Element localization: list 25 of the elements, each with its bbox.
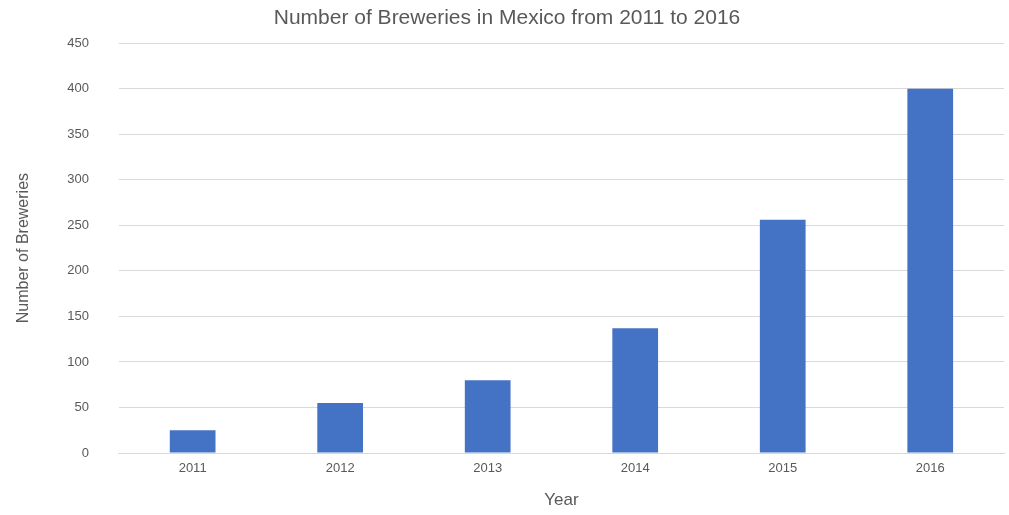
bar	[169, 430, 216, 453]
x-tick-label: 2012	[325, 460, 355, 476]
bar	[317, 402, 364, 453]
x-axis-title: Year	[544, 490, 579, 510]
y-tick-label: 400	[67, 80, 89, 96]
bar	[612, 328, 659, 453]
x-tick-label: 2011	[178, 460, 207, 476]
y-tick-label: 150	[67, 307, 89, 323]
y-tick-label: 100	[67, 353, 89, 369]
bar	[464, 380, 511, 453]
y-tick-label: 50	[74, 399, 89, 415]
y-tick-label: 450	[67, 34, 89, 50]
y-tick-label: 0	[81, 444, 89, 460]
x-tick-label: 2014	[620, 460, 650, 476]
x-tick-label: 2015	[768, 460, 798, 476]
y-tick-label: 200	[67, 262, 89, 278]
y-tick-label: 350	[67, 125, 89, 141]
y-axis-title: Number of Breweries	[14, 172, 32, 324]
bar	[759, 219, 806, 453]
y-tick-label: 250	[67, 216, 89, 232]
y-tick-label: 300	[67, 171, 89, 187]
x-tick-label: 2013	[473, 460, 503, 476]
bar	[907, 88, 954, 453]
x-tick-label: 2016	[915, 460, 945, 476]
chart-title: Number of Breweries in Mexico from 2011 to 2016	[273, 5, 741, 29]
